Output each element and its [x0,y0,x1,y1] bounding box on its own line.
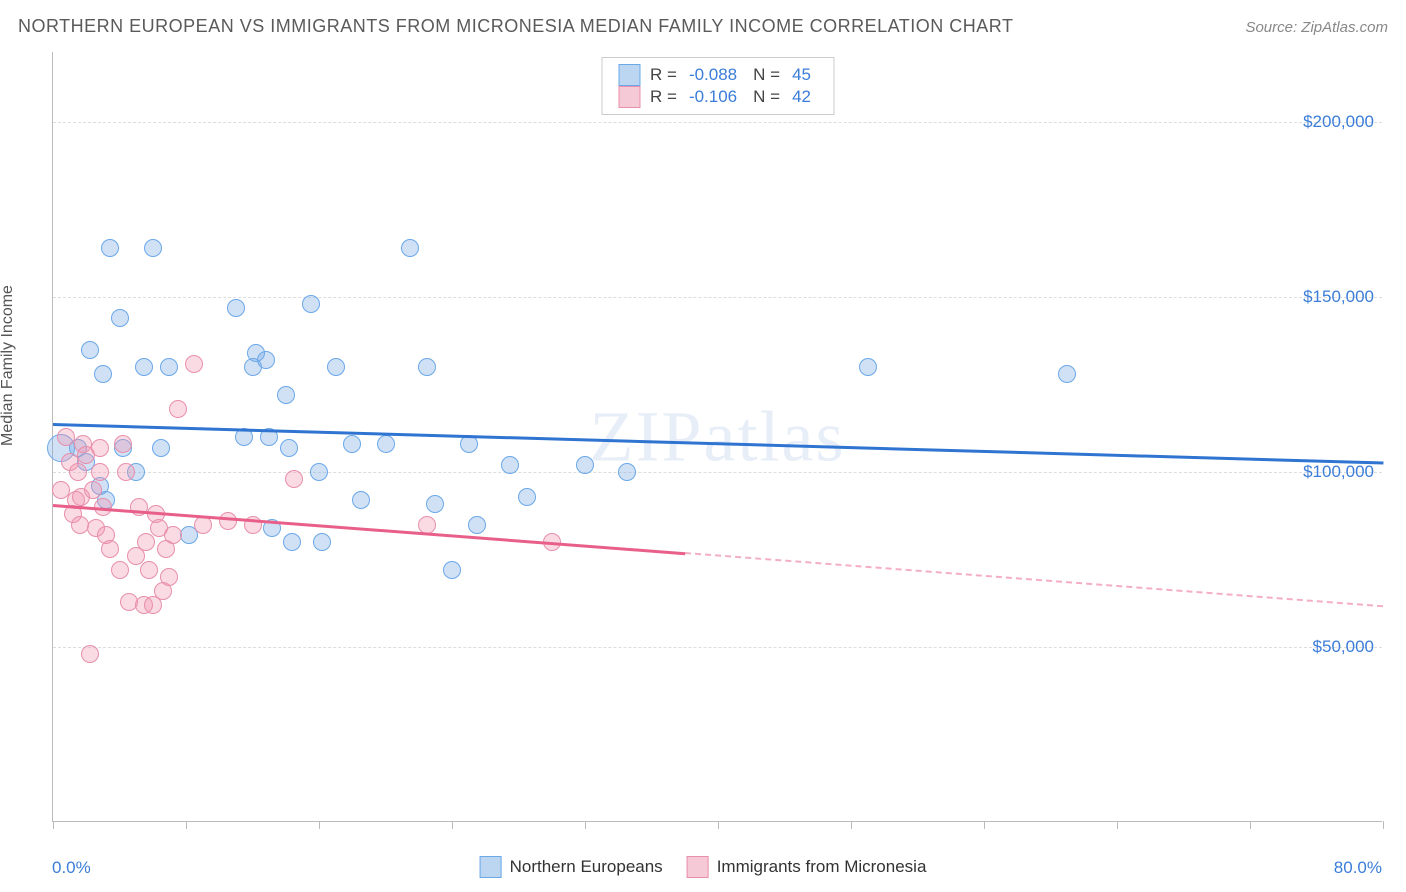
data-point [618,463,636,481]
data-point [418,516,436,534]
legend-swatch [618,86,640,108]
legend-correlation-box: R = -0.088 N = 45 R = -0.106 N = 42 [601,57,834,115]
data-point [418,358,436,376]
data-point [327,358,345,376]
data-point [57,428,75,446]
y-axis-label: Median Family Income [0,285,17,446]
legend-item: Northern Europeans [480,856,663,878]
data-point [277,386,295,404]
gridline [53,297,1382,298]
data-point [401,239,419,257]
x-tick [851,821,852,829]
r-label: R = [650,65,677,85]
data-point [257,351,275,369]
x-tick [1250,821,1251,829]
trend-line [685,552,1383,607]
data-point [101,540,119,558]
data-point [313,533,331,551]
legend-stat-row: R = -0.106 N = 42 [618,86,817,108]
x-tick [984,821,985,829]
data-point [443,561,461,579]
data-point [164,526,182,544]
plot-area: ZIPatlas R =-0.088N =45R =-0.106N =42 $5… [52,52,1382,822]
legend-swatch [618,64,640,86]
data-point [84,481,102,499]
gridline [53,647,1382,648]
x-tick [718,821,719,829]
r-label: R = [650,87,677,107]
data-point [91,439,109,457]
y-tick-label: $50,000 [1313,637,1374,657]
data-point [91,463,109,481]
data-point [69,463,87,481]
data-point [185,355,203,373]
x-tick [1383,821,1384,829]
y-tick-label: $200,000 [1303,112,1374,132]
data-point [468,516,486,534]
data-point [81,645,99,663]
x-axis-min-label: 0.0% [52,858,91,878]
x-axis-max-label: 80.0% [1334,858,1382,878]
x-tick [452,821,453,829]
legend-swatch [480,856,502,878]
data-point [137,533,155,551]
data-point [94,365,112,383]
data-point [117,463,135,481]
gridline [53,122,1382,123]
x-tick [53,821,54,829]
data-point [140,561,158,579]
data-point [219,512,237,530]
data-point [285,470,303,488]
data-point [81,341,99,359]
x-tick [585,821,586,829]
source-attribution: Source: ZipAtlas.com [1245,19,1388,36]
data-point [227,299,245,317]
data-point [283,533,301,551]
legend-label: Immigrants from Micronesia [717,857,927,877]
data-point [377,435,395,453]
legend-label: Northern Europeans [510,857,663,877]
data-point [1058,365,1076,383]
trend-line [53,423,1383,464]
data-point [152,439,170,457]
data-point [101,239,119,257]
data-point [111,561,129,579]
r-value: -0.106 [689,87,737,107]
n-label: N = [753,65,780,85]
y-tick-label: $150,000 [1303,287,1374,307]
data-point [135,358,153,376]
n-label: N = [753,87,780,107]
y-tick-label: $100,000 [1303,462,1374,482]
data-point [160,358,178,376]
r-value: -0.088 [689,65,737,85]
data-point [114,435,132,453]
data-point [352,491,370,509]
legend-stat-row: R = -0.088 N = 45 [618,64,817,86]
gridline [53,472,1382,473]
data-point [160,568,178,586]
n-value: 42 [792,87,811,107]
data-point [302,295,320,313]
data-point [859,358,877,376]
data-point [501,456,519,474]
data-point [111,309,129,327]
data-point [518,488,536,506]
legend-item: Immigrants from Micronesia [687,856,927,878]
data-point [426,495,444,513]
legend-swatch [687,856,709,878]
legend-series: Northern Europeans Immigrants from Micron… [480,856,927,878]
data-point [343,435,361,453]
data-point [144,239,162,257]
x-tick [1117,821,1118,829]
chart-title: NORTHERN EUROPEAN VS IMMIGRANTS FROM MIC… [18,16,1013,37]
data-point [310,463,328,481]
x-tick [319,821,320,829]
data-point [71,516,89,534]
x-tick [186,821,187,829]
data-point [169,400,187,418]
n-value: 45 [792,65,811,85]
data-point [576,456,594,474]
data-point [280,439,298,457]
